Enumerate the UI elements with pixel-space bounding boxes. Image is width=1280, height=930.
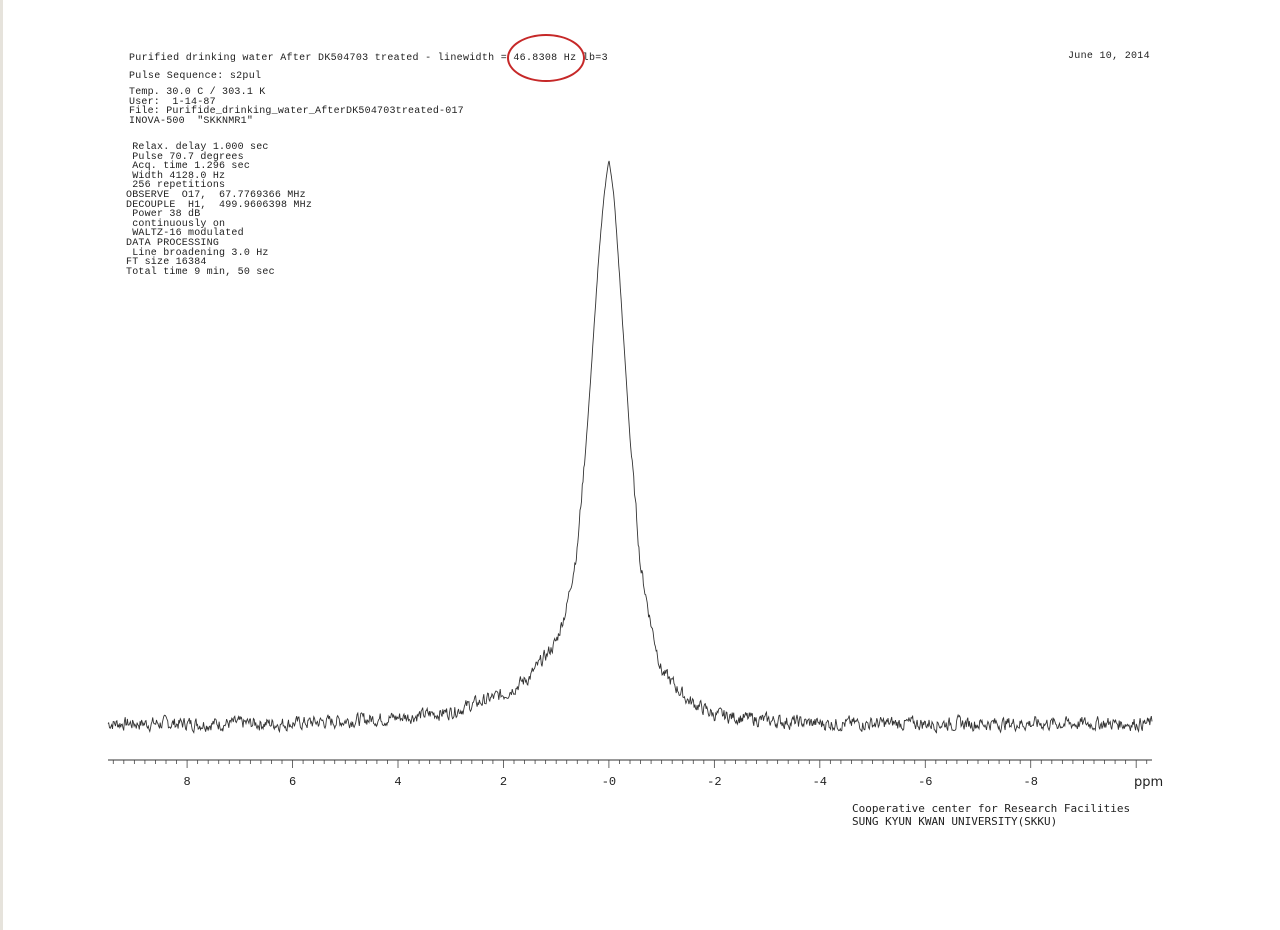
x-tick-label: -8: [1024, 775, 1038, 789]
x-tick-label: 6: [289, 775, 296, 789]
credit-line-2: SUNG KYUN KWAN UNIVERSITY(SKKU): [852, 815, 1058, 828]
sample-info-block: Temp. 30.0 C / 303.1 K User: 1-14-87 Fil…: [129, 88, 464, 126]
info-line: User: 1-14-87: [129, 96, 216, 108]
ppm-axis: 8 6 4 2 -0 -2 -4 -6 -8 ppm: [108, 759, 1163, 790]
param-line: Acq. time 1.296 sec: [126, 161, 251, 173]
x-tick-label: -2: [707, 775, 721, 789]
facility-credit: Cooperative center for Research Faciliti…: [852, 802, 1130, 828]
scan-edge: [0, 0, 3, 930]
title-prefix: Purified drinking water After DK504703 t…: [129, 53, 514, 64]
x-tick-label: 8: [183, 775, 190, 789]
param-line: OBSERVE O17, 67.7769366 MHz: [126, 189, 306, 201]
pulse-sequence: Pulse Sequence: s2pul: [129, 71, 262, 82]
param-line: Power 38 dB: [126, 209, 201, 221]
x-tick-label: -4: [813, 775, 827, 789]
acquisition-date: June 10, 2014: [1068, 51, 1150, 62]
spectrum-trace: [107, 160, 1153, 734]
param-line: WALTZ-16 modulated: [126, 228, 244, 240]
param-line: Pulse 70.7 degrees: [126, 151, 244, 163]
info-line: INOVA-500 "SKKNMR1": [129, 115, 254, 127]
param-line: FT size 16384: [126, 257, 207, 269]
credit-line-1: Cooperative center for Research Faciliti…: [852, 802, 1131, 815]
param-line: Total time 9 min, 50 sec: [126, 266, 275, 278]
acquisition-parameters: Relax. delay 1.000 sec Pulse 70.7 degree…: [126, 143, 312, 277]
x-tick-label: 2: [500, 775, 507, 789]
spectrum-trace-group: [107, 160, 1153, 734]
linewidth-highlight-circle: [507, 34, 585, 82]
param-line: DECOUPLE H1, 499.9606398 MHz: [126, 199, 313, 211]
x-tick-label: -6: [918, 775, 932, 789]
param-line: 256 repetitions: [126, 180, 226, 192]
info-line: Temp. 30.0 C / 303.1 K: [129, 87, 266, 98]
param-line: Width 4128.0 Hz: [126, 170, 226, 182]
param-line: DATA PROCESSING: [126, 237, 220, 249]
param-line: Relax. delay 1.000 sec: [126, 142, 269, 153]
x-axis-unit-label: ppm: [1134, 775, 1163, 790]
x-tick-label: 4: [394, 775, 401, 789]
param-line: continuously on: [126, 218, 226, 230]
param-line: Line broadening 3.0 Hz: [126, 247, 269, 259]
info-line: File: Purifide_drinking_water_AfterDK504…: [129, 106, 464, 118]
x-tick-label: -0: [602, 775, 616, 789]
title-suffix: lb=3: [576, 53, 608, 64]
